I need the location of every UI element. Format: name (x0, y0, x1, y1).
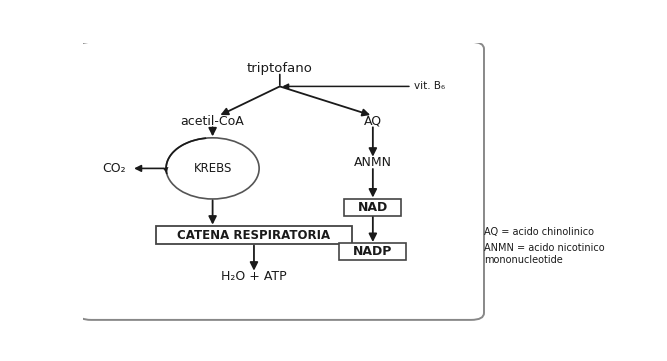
Text: ANMN = acido nicotinico: ANMN = acido nicotinico (484, 243, 604, 253)
Text: acetil-CoA: acetil-CoA (181, 115, 245, 128)
Bar (344, 199, 402, 216)
Ellipse shape (166, 138, 259, 199)
Text: NAD: NAD (358, 201, 388, 214)
Text: ANMN: ANMN (354, 156, 392, 169)
Text: triptofano: triptofano (247, 62, 313, 75)
Text: AQ = acido chinolinico: AQ = acido chinolinico (484, 227, 594, 237)
Text: NADP: NADP (353, 245, 393, 258)
Text: mononucleotide: mononucleotide (484, 255, 563, 265)
FancyBboxPatch shape (78, 42, 484, 320)
Text: AQ: AQ (364, 115, 382, 128)
Bar (340, 243, 406, 260)
Text: vit. B₆: vit. B₆ (414, 81, 446, 91)
Text: KREBS: KREBS (193, 162, 232, 175)
Text: CO₂: CO₂ (103, 162, 126, 175)
Text: H₂O + ATP: H₂O + ATP (221, 270, 287, 283)
Text: CATENA RESPIRATORIA: CATENA RESPIRATORIA (177, 229, 331, 242)
Bar (156, 226, 352, 244)
